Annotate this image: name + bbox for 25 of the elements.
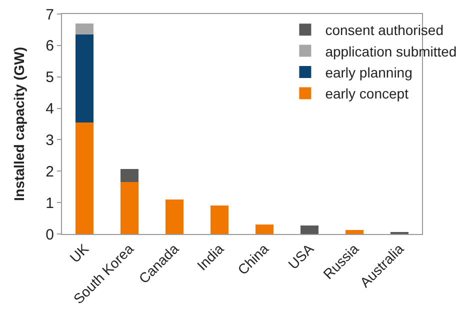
y-tick-label: 4: [46, 100, 54, 118]
y-tick-label: 6: [46, 38, 54, 55]
y-tick-label: 1: [46, 194, 54, 212]
y-tick-label: 5: [46, 69, 54, 86]
legend-label: early concept: [325, 86, 409, 102]
y-axis-title: Installed capacity (GW): [11, 46, 27, 202]
y-tick-label: 0: [46, 226, 54, 244]
bar: [76, 23, 94, 34]
bar: [120, 182, 138, 234]
bar: [210, 206, 228, 234]
legend-label: application submitted: [325, 43, 457, 60]
y-tick-label: 7: [46, 6, 54, 24]
bar: [76, 122, 94, 234]
legend-label: consent authorised: [325, 22, 444, 38]
bar: [166, 199, 184, 234]
bar: [300, 226, 318, 234]
bar: [120, 168, 138, 182]
bar: [346, 230, 364, 234]
bar: [76, 34, 94, 122]
y-tick-label: 2: [46, 163, 54, 180]
legend-label: early planning: [325, 64, 412, 80]
x-tick-label: USA: [284, 240, 318, 272]
y-tick-label: 3: [46, 132, 54, 149]
x-tick-label: UK: [66, 240, 92, 266]
bar: [256, 224, 274, 234]
